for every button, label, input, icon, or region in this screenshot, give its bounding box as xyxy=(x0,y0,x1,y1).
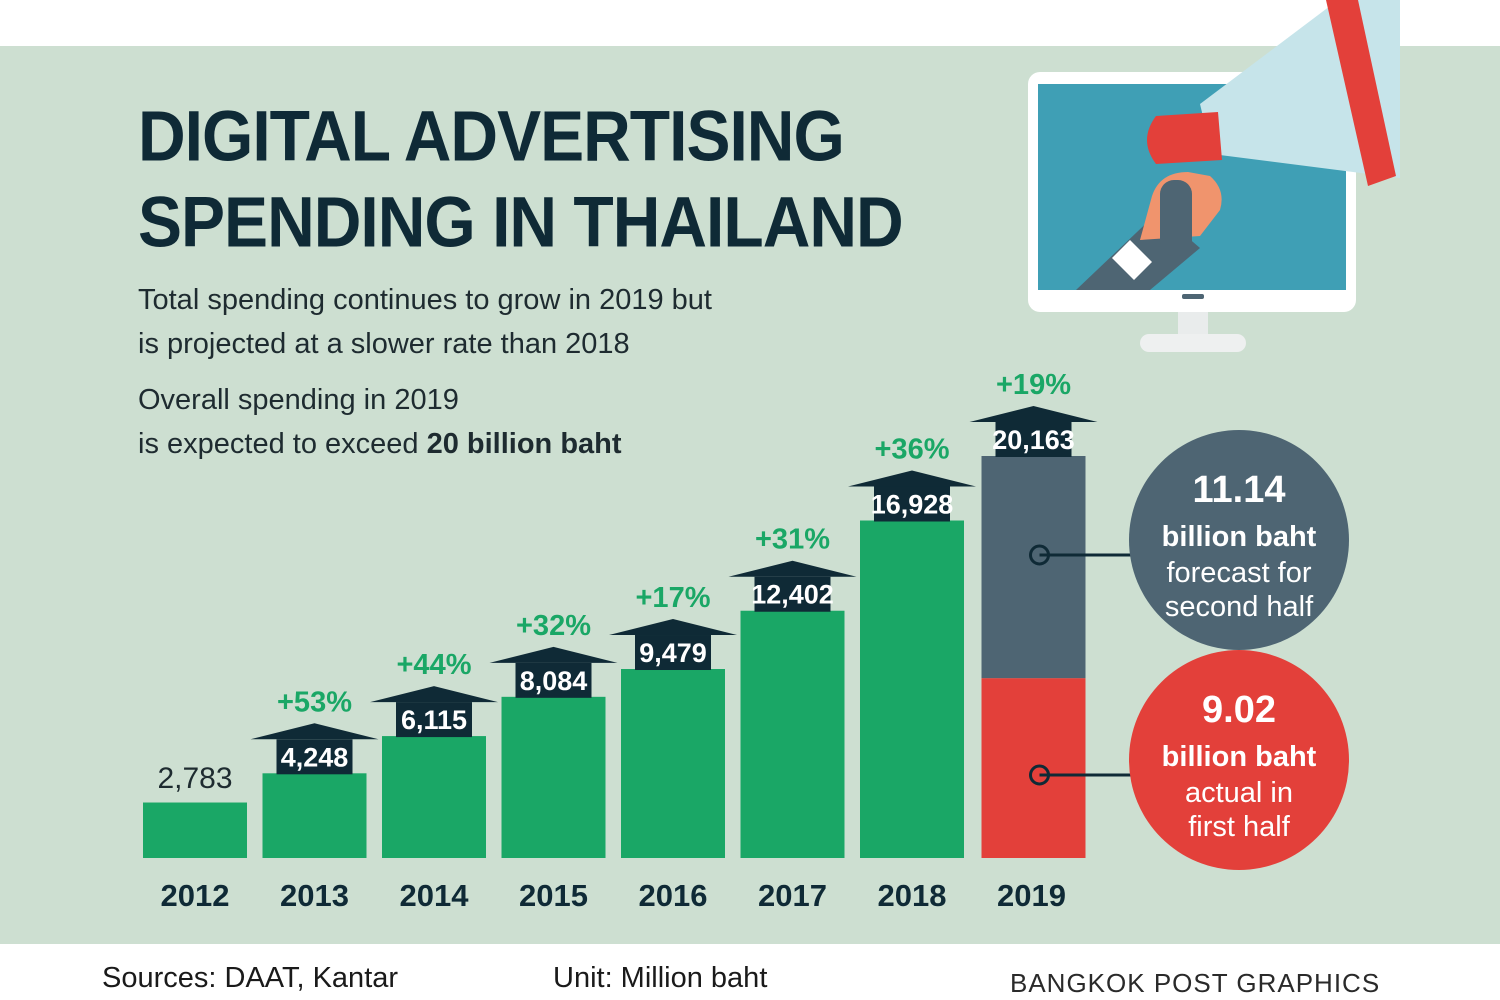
callout-circle-actual xyxy=(1129,650,1349,870)
growth-arrow-2014 xyxy=(370,686,498,703)
bar-2015 xyxy=(501,696,606,858)
value-box-2015 xyxy=(515,662,592,698)
callout-value-actual: 9.02 xyxy=(1202,689,1276,731)
growth-label-2019: +19% xyxy=(996,369,1071,401)
note-line-2: is expected to exceed 20 billion baht xyxy=(138,430,622,459)
arrows-layer xyxy=(250,406,1098,775)
title-line-2: SPENDING IN THAILAND xyxy=(138,181,904,262)
value-box-2014 xyxy=(396,702,472,738)
tick-label-2017: 2017 xyxy=(758,878,827,913)
value-label-2015: 8,084 xyxy=(520,666,588,696)
title-line-1: DIGITAL ADVERTISING xyxy=(138,95,845,176)
labels-layer: 2012 2,783 2013 4,248 +53% 2014 6,115 +44% 2015 8… xyxy=(157,369,1074,913)
bars-layer xyxy=(143,456,1086,858)
callout-text1-forecast: forecast for xyxy=(1166,557,1311,589)
value-label-2013: 4,248 xyxy=(281,742,349,772)
bar-2019-forecast xyxy=(981,456,1086,679)
subtitle-line-1: Total spending continues to grow in 2019… xyxy=(138,284,712,316)
unit-text: Unit: Million baht xyxy=(553,962,768,994)
value-label-2016: 9,479 xyxy=(639,638,707,668)
bar-2014 xyxy=(382,736,486,858)
callout-unit-actual: billion baht xyxy=(1162,741,1317,773)
value-box-2018 xyxy=(874,486,950,522)
callout-dot-actual xyxy=(1029,764,1050,786)
callout-value-forecast: 11.14 xyxy=(1193,469,1286,511)
growth-arrow-2013 xyxy=(250,723,379,740)
growth-label-2018: +36% xyxy=(875,433,950,465)
value-label-2019: 20,163 xyxy=(992,425,1075,455)
growth-arrow-2016 xyxy=(609,619,737,636)
bar-2017 xyxy=(740,610,845,858)
tick-label-2016: 2016 xyxy=(639,878,708,913)
note-line-2-text: is expected to exceed xyxy=(138,428,427,460)
growth-label-2013: +53% xyxy=(277,686,352,718)
subtitle-line-2: is projected at a slower rate than 2018 xyxy=(138,328,630,360)
value-box-2019 xyxy=(995,422,1072,457)
bar-2013 xyxy=(262,773,367,858)
value-box-2017 xyxy=(754,576,831,612)
growth-arrow-2018 xyxy=(848,470,976,487)
growth-label-2014: +44% xyxy=(397,649,472,681)
bar-2016 xyxy=(621,669,725,858)
growth-arrow-2017 xyxy=(728,560,857,577)
tick-label-2012: 2012 xyxy=(161,878,230,913)
callout-text2-forecast: second half xyxy=(1165,591,1314,623)
callout-circle-forecast xyxy=(1129,430,1349,650)
value-label-2017: 12,402 xyxy=(751,580,834,610)
value-box-2013 xyxy=(276,739,353,775)
tick-label-2015: 2015 xyxy=(519,878,588,913)
tick-label-2018: 2018 xyxy=(878,878,947,913)
value-label-2012: 2,783 xyxy=(157,762,232,795)
growth-label-2016: +17% xyxy=(636,582,711,614)
callout-dot-forecast xyxy=(1029,544,1050,566)
monitor-megaphone-icon xyxy=(1028,0,1400,352)
growth-arrow-2019 xyxy=(969,406,1098,422)
growth-arrow-2015 xyxy=(489,646,618,663)
value-box-2016 xyxy=(635,635,711,671)
tick-label-2019: 2019 xyxy=(997,878,1066,913)
bar-2012 xyxy=(143,802,247,858)
credit-text: BANGKOK POST GRAPHICS xyxy=(1010,968,1381,998)
callout-text1-actual: actual in xyxy=(1185,777,1293,809)
value-label-2014: 6,115 xyxy=(401,705,467,735)
callout-unit-forecast: billion baht xyxy=(1162,521,1317,553)
note-line-1: Overall spending in 2019 xyxy=(138,384,459,416)
callout-text2-actual: first half xyxy=(1188,811,1290,843)
growth-label-2015: +32% xyxy=(516,610,591,642)
sources-text: Sources: DAAT, Kantar xyxy=(102,962,399,994)
value-label-2018: 16,928 xyxy=(871,489,954,519)
bar-2018 xyxy=(860,520,964,858)
growth-label-2017: +31% xyxy=(755,524,830,556)
tick-label-2014: 2014 xyxy=(400,878,470,913)
note-line-2-bold: 20 billion baht xyxy=(426,428,622,460)
tick-label-2013: 2013 xyxy=(280,878,349,913)
